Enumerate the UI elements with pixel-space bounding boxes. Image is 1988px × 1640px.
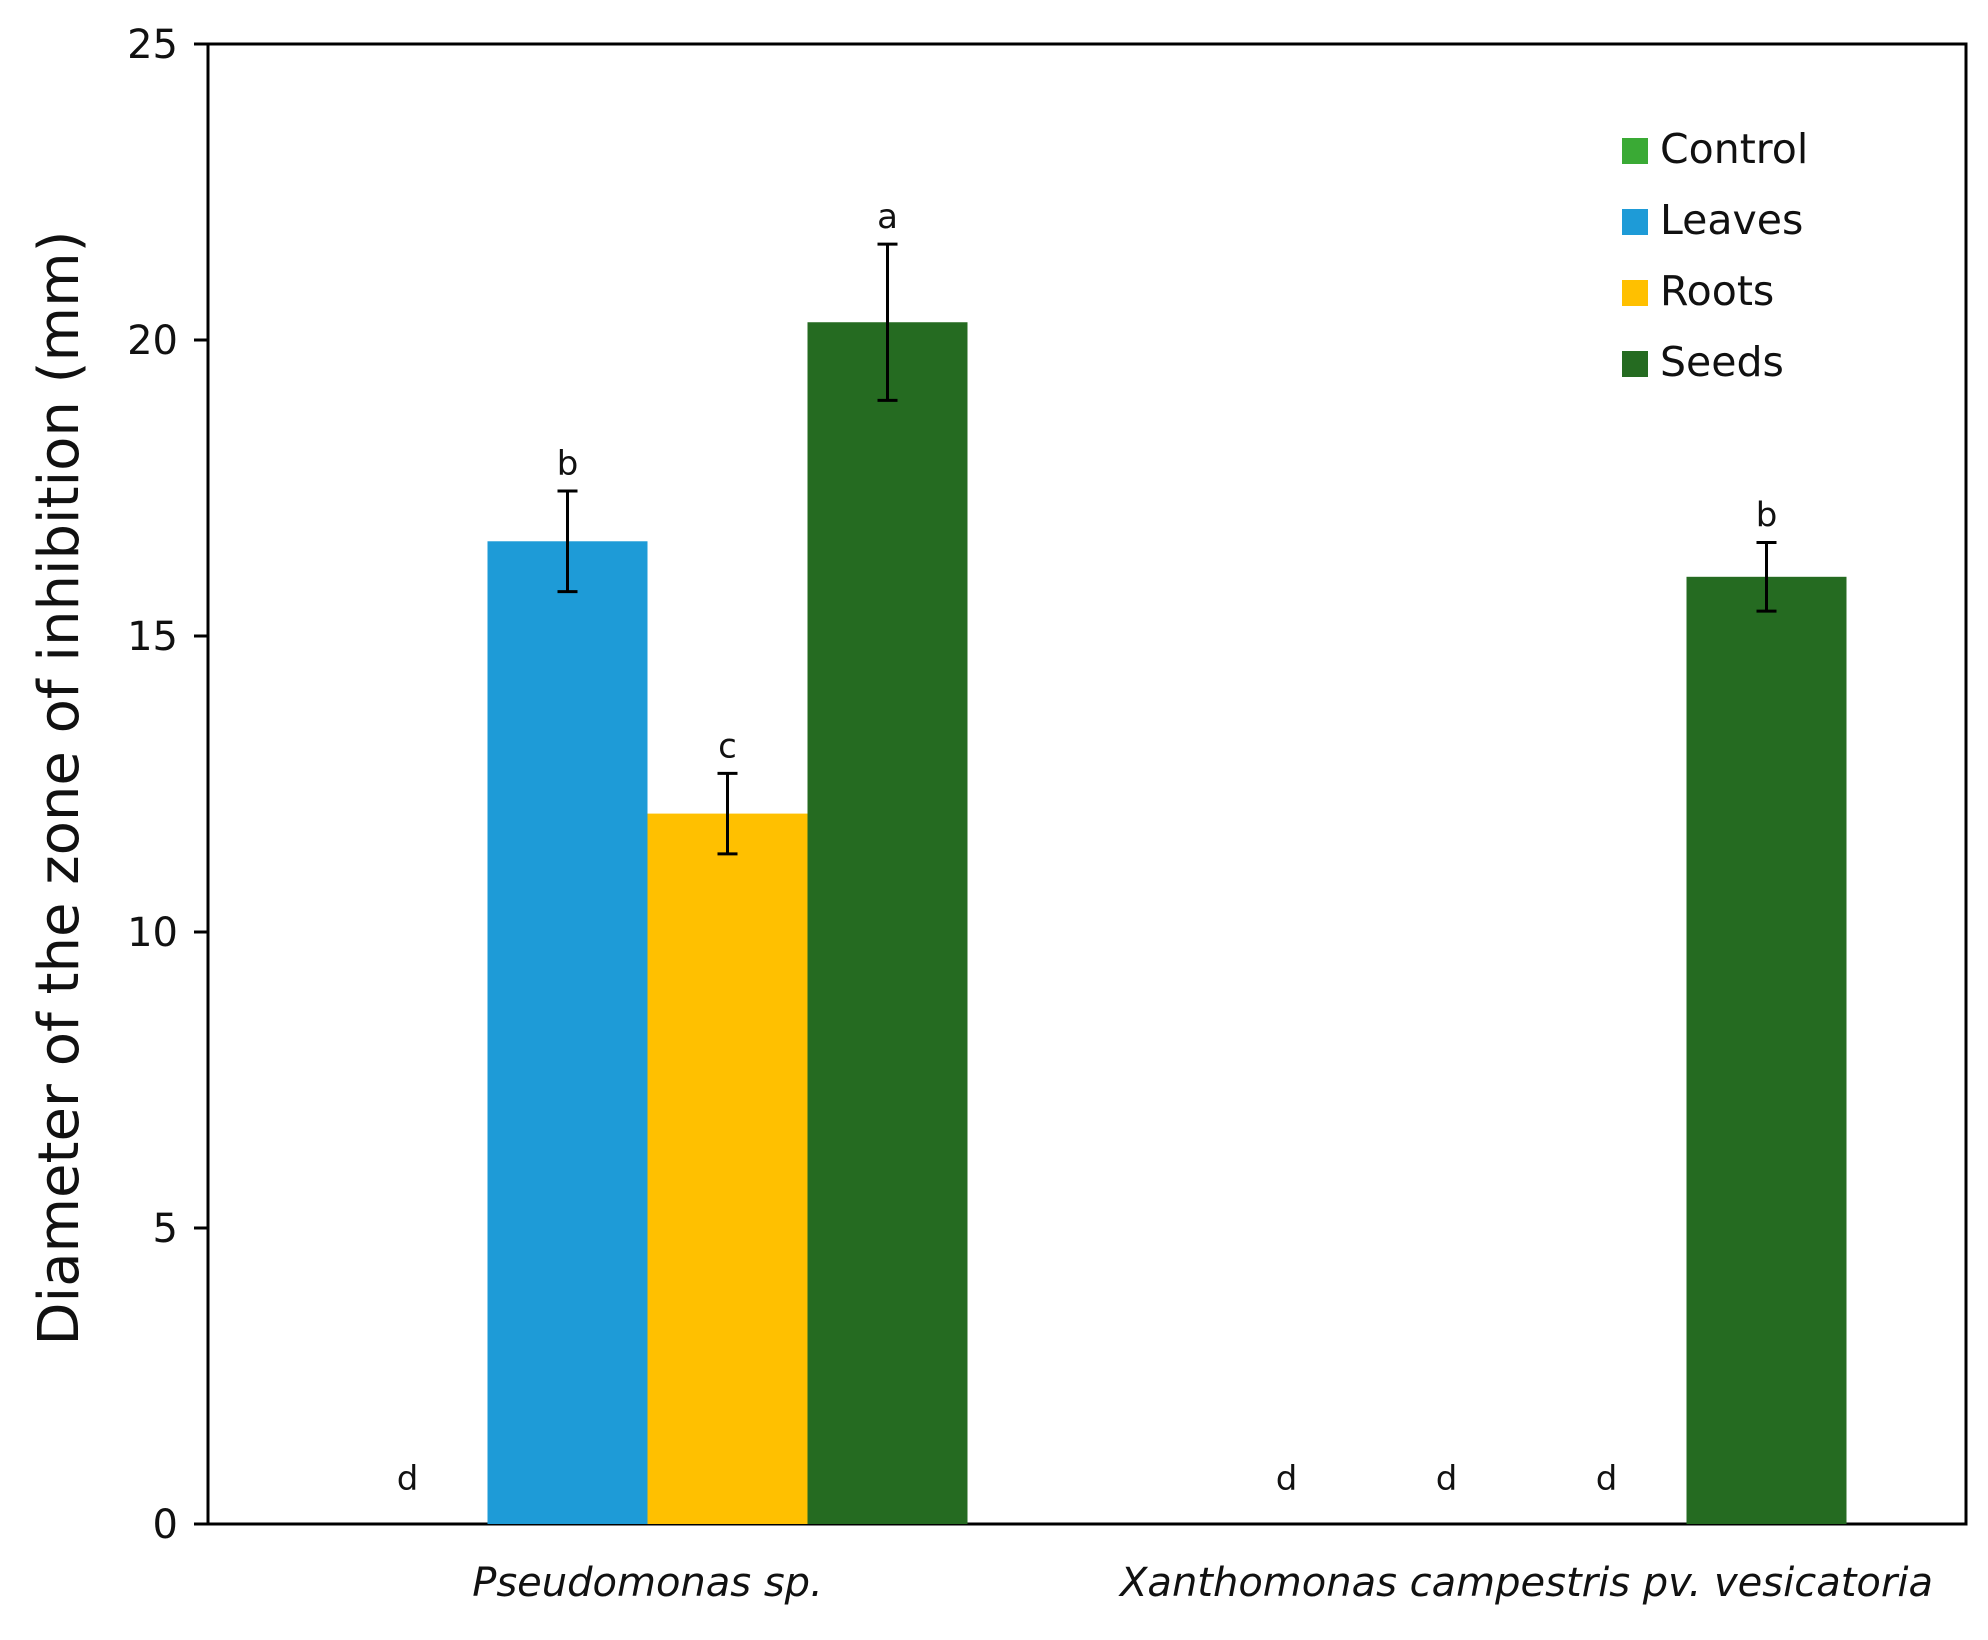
legend-label: Seeds — [1660, 338, 1784, 386]
significance-label: d — [397, 1459, 419, 1499]
legend-label: Control — [1660, 125, 1808, 173]
significance-label: a — [877, 197, 898, 237]
y-tick-label: 5 — [153, 1206, 178, 1252]
y-tick-label: 15 — [127, 614, 178, 660]
y-tick-label: 25 — [127, 22, 178, 68]
significance-label: b — [557, 444, 579, 484]
x-category-label: Pseudomonas sp. — [472, 1560, 823, 1606]
plot-border — [206, 42, 1968, 1526]
legend-swatch-leaves — [1622, 209, 1648, 235]
significance-label: d — [1276, 1459, 1298, 1499]
significance-labels: d b c a d d d b — [397, 197, 1778, 1499]
y-tick-label: 10 — [127, 910, 178, 956]
legend-swatch-roots — [1622, 280, 1648, 306]
legend-label: Leaves — [1660, 196, 1803, 244]
legend: Control Leaves Roots Seeds — [1622, 125, 1808, 386]
legend-swatch-seeds — [1622, 351, 1648, 377]
significance-label: b — [1756, 495, 1778, 535]
y-axis: 0 5 10 15 20 25 — [127, 22, 208, 1548]
legend-swatch-control — [1622, 138, 1648, 164]
bars — [487, 322, 1847, 1524]
bar-roots — [647, 813, 808, 1524]
y-axis-title: Diameter of the zone of inhibition (mm) — [27, 231, 92, 1346]
bar-seeds — [807, 322, 968, 1524]
error-bars — [557, 242, 1777, 856]
legend-label: Roots — [1660, 267, 1774, 315]
x-category-label: Xanthomonas campestris pv. vesicatoria — [1118, 1560, 1933, 1606]
bar-seeds — [1686, 576, 1847, 1524]
x-axis: Pseudomonas sp. Xanthomonas campestris pv… — [472, 1560, 1933, 1606]
significance-label: c — [718, 726, 737, 766]
plot-frame — [206, 42, 1968, 1526]
bar-leaves — [487, 541, 648, 1524]
y-tick-label: 0 — [153, 1502, 178, 1548]
y-tick-label: 20 — [127, 318, 178, 364]
significance-label: d — [1436, 1459, 1458, 1499]
significance-label: d — [1596, 1459, 1618, 1499]
